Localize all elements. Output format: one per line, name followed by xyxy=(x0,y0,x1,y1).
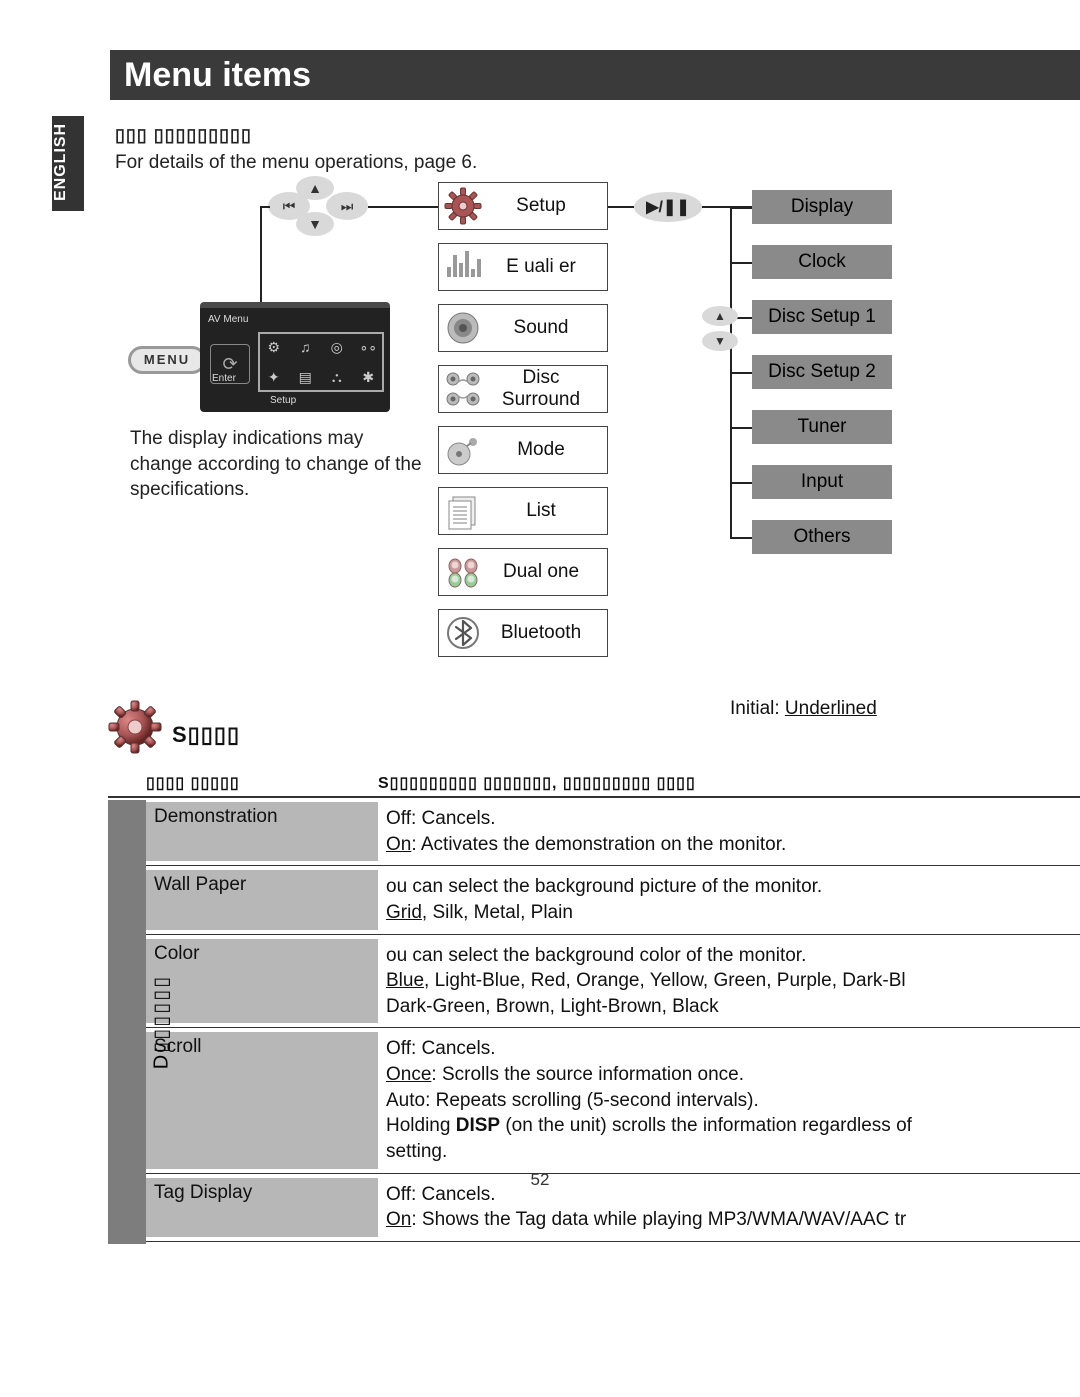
language-tab: ENGLISH xyxy=(52,116,84,211)
scroll-down-icon: ▼ xyxy=(702,331,738,351)
diagram-wire xyxy=(730,262,752,264)
center-menu-item: Bluetooth xyxy=(438,609,608,657)
center-menu-item: E uali er xyxy=(438,243,608,291)
diagram-wire xyxy=(368,206,438,208)
center-menu-label: Sound xyxy=(483,317,607,339)
diagram-wire xyxy=(260,206,262,312)
setting-description: Off: Cancels.On: Activates the demonstra… xyxy=(378,802,1080,861)
table-row: DemonstrationOff: Cancels.On: Activates … xyxy=(146,798,1080,866)
next-track-icon: ⏭ xyxy=(326,192,368,220)
table-row: Wall Paper ou can select the background … xyxy=(146,866,1080,934)
nav-down-icon: ▼ xyxy=(296,212,334,236)
initial-label: Initial: xyxy=(730,698,780,719)
setup-submenu-item: Display xyxy=(752,190,892,224)
diagram-wire xyxy=(730,372,752,374)
play-pause-icon: ▶/❚❚ xyxy=(634,192,702,222)
center-menu-label: Disc Surround xyxy=(483,367,607,411)
speaker-icon xyxy=(443,308,483,348)
page-number: 52 xyxy=(0,1170,1080,1190)
diagram-wire xyxy=(260,206,270,208)
center-menu-item: Sound xyxy=(438,304,608,352)
setup-submenu-item: Others xyxy=(752,520,892,554)
surround-icon xyxy=(443,369,483,409)
gear-icon xyxy=(108,700,162,754)
diagram-wire xyxy=(608,206,634,208)
diagram-wire xyxy=(730,427,752,429)
setting-name: Scroll xyxy=(146,1032,378,1168)
device-title: AV Menu xyxy=(208,314,248,325)
setup-heading: S▯▯▯▯ xyxy=(172,722,240,748)
center-menu-label: List xyxy=(483,500,607,522)
spec-change-note: The display indications may change accor… xyxy=(130,426,430,503)
center-menu-label: Bluetooth xyxy=(483,622,607,644)
center-menu-item: Dual one xyxy=(438,548,608,596)
center-menu-label: Mode xyxy=(483,439,607,461)
equalizer-icon xyxy=(443,247,483,287)
setting-name: Wall Paper xyxy=(146,870,378,929)
setting-description: ou can select the background picture of … xyxy=(378,870,1080,929)
mode-icon xyxy=(443,430,483,470)
setup-submenu-item: Input xyxy=(752,465,892,499)
center-menu-item: Setup xyxy=(438,182,608,230)
bluetooth-icon xyxy=(443,613,483,653)
menu-button: MENU xyxy=(128,346,206,374)
page-header: Menu items xyxy=(110,50,1080,100)
setting-description: Off: Cancels.Once: Scrolls the source in… xyxy=(378,1032,1080,1168)
menu-diagram: ⏮ ⏭ ▲ ▼ MENU AV Menu Enter Setup ⟳ ⚙♫◎∘∘… xyxy=(110,186,980,676)
center-menu-label: Dual one xyxy=(483,561,607,583)
setting-name: Color xyxy=(146,939,378,1024)
center-menu-label: E uali er xyxy=(483,256,607,278)
setting-name: Demonstration xyxy=(146,802,378,861)
table-header: ▯▯▯▯ ▯▯▯▯▯ S▯▯▯▯▯▯▯▯▯ ▯▯▯▯▯▯▯, ▯▯▯▯▯▯▯▯▯… xyxy=(108,770,1080,798)
table-head-col2: S▯▯▯▯▯▯▯▯▯ ▯▯▯▯▯▯▯, ▯▯▯▯▯▯▯▯▯ ▯▯▯▯ xyxy=(378,773,1080,793)
masked-heading: ▯▯▯ ▯▯▯▯▯▯▯▯▯ xyxy=(115,125,252,146)
table-head-col1: ▯▯▯▯ ▯▯▯▯▯ xyxy=(146,773,378,793)
device-bottom-label: Setup xyxy=(270,395,296,406)
list-icon xyxy=(443,491,483,531)
gear-icon xyxy=(443,186,483,226)
setup-submenu-item: Disc Setup 2 xyxy=(752,355,892,389)
table-row: ScrollOff: Cancels.Once: Scrolls the sou… xyxy=(146,1028,1080,1173)
initial-underlined: Underlined xyxy=(785,698,877,719)
initial-legend: Initial: Underlined xyxy=(730,698,877,720)
device-icon-grid: ⚙♫◎∘∘ ✦▤⛬✱ xyxy=(258,332,384,392)
diagram-wire xyxy=(730,207,752,209)
table-side-label: D▯▯▯▯▯▯ xyxy=(149,975,174,1069)
setup-submenu-item: Clock xyxy=(752,245,892,279)
center-menu-label: Setup xyxy=(483,195,607,217)
setup-submenu-item: Tuner xyxy=(752,410,892,444)
diagram-wire xyxy=(730,482,752,484)
dualzone-icon xyxy=(443,552,483,592)
setup-submenu-item: Disc Setup 1 xyxy=(752,300,892,334)
device-focus-icon: ⟳ xyxy=(210,344,250,384)
intro-text: For details of the menu operations, page… xyxy=(115,152,477,174)
scroll-up-icon: ▲ xyxy=(702,306,738,326)
setting-description: ou can select the background color of th… xyxy=(378,939,1080,1024)
center-menu-item: Mode xyxy=(438,426,608,474)
center-menu-item: Disc Surround xyxy=(438,365,608,413)
nav-up-icon: ▲ xyxy=(296,176,334,200)
center-menu-item: List xyxy=(438,487,608,535)
diagram-wire xyxy=(730,537,752,539)
device-screen-mock: AV Menu Enter Setup ⟳ ⚙♫◎∘∘ ✦▤⛬✱ xyxy=(200,302,390,412)
table-row: Color ou can select the background color… xyxy=(146,935,1080,1029)
